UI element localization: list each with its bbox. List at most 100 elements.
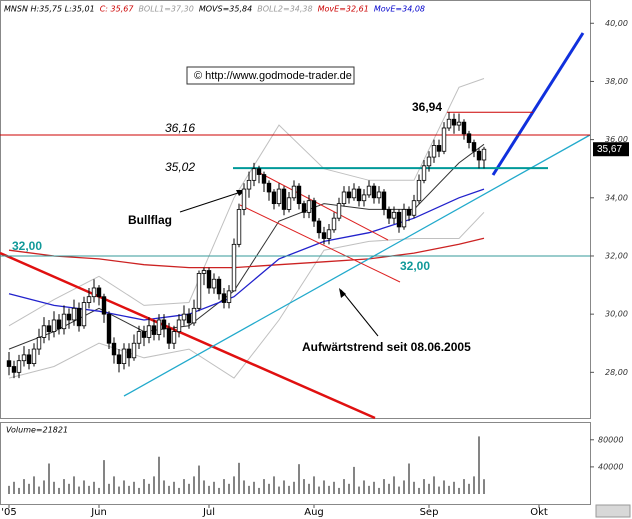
- volume-panel: [0, 422, 591, 505]
- volume-bar: [328, 485, 330, 494]
- volume-bar: [173, 481, 175, 494]
- candle-body: [381, 191, 387, 210]
- volume-bar: [108, 483, 110, 494]
- candle-body: [281, 188, 287, 210]
- candle-body: [261, 174, 267, 184]
- volume-bar: [198, 465, 200, 494]
- volume-bar: [18, 487, 20, 494]
- flag-upper-line: [257, 171, 389, 241]
- volume-bar: [168, 485, 170, 494]
- candle-body: [396, 211, 402, 228]
- header-item: C: 35,67: [100, 5, 135, 14]
- volume-bar: [123, 480, 125, 494]
- volume-bar: [383, 479, 385, 494]
- flag-lower-line: [239, 204, 401, 283]
- volume-bar: [478, 436, 480, 494]
- volume-bar: [483, 479, 485, 494]
- candle-body: [256, 168, 262, 175]
- arrow-line: [340, 289, 379, 337]
- candle-body: [211, 278, 217, 289]
- volume-bar: [428, 483, 430, 494]
- volume-bar: [468, 483, 470, 494]
- volume-bar: [398, 486, 400, 494]
- overlay-line: [8, 211, 485, 379]
- volume-bar: [373, 481, 375, 494]
- volume-bar: [88, 485, 90, 494]
- candle-body: [171, 331, 177, 344]
- candle-body: [391, 211, 397, 219]
- y-tick-label: 40,00: [605, 19, 628, 28]
- volume-bar: [363, 480, 365, 494]
- candle-body: [226, 290, 232, 303]
- volume-bar: [238, 462, 240, 494]
- level-label: 35,02: [165, 160, 195, 174]
- candle-body: [21, 354, 27, 362]
- volume-bar: [213, 481, 215, 494]
- volume-bar: [368, 485, 370, 494]
- volume-bar: [413, 481, 415, 494]
- volume-label: Volume=21821: [6, 426, 68, 435]
- candle-body: [466, 133, 472, 143]
- candle-body: [341, 191, 347, 205]
- volume-bar: [38, 486, 40, 494]
- y-tick-label: 34,00: [605, 193, 628, 202]
- copyright-box: [186, 66, 355, 85]
- x-tick-label: Okt: [530, 507, 548, 518]
- volume-bar: [343, 479, 345, 494]
- header-item: MovE=32,61: [318, 5, 369, 14]
- candle-body: [421, 165, 427, 181]
- candle-body: [366, 185, 372, 196]
- candle-body: [216, 278, 222, 295]
- candle-body: [236, 209, 242, 245]
- volume-bar: [378, 487, 380, 494]
- volume-bar: [298, 464, 300, 494]
- volume-bar: [353, 466, 355, 494]
- price-panel: [0, 0, 591, 419]
- header-item: BOLL2=34,38: [257, 5, 312, 14]
- volume-bar: [193, 476, 195, 494]
- candle-body: [176, 319, 182, 333]
- candle-body: [441, 127, 447, 152]
- candle-body: [61, 313, 67, 330]
- volume-bar: [163, 480, 165, 494]
- volume-bar: [288, 485, 290, 494]
- volume-bar: [263, 479, 265, 494]
- y-tick-label: 32,00: [605, 251, 628, 260]
- volume-bar: [283, 480, 285, 494]
- volume-tick-label: 80000: [598, 435, 623, 444]
- candle-body: [451, 118, 457, 126]
- volume-bar: [48, 463, 50, 494]
- volume-bar: [103, 460, 105, 494]
- candle-body: [106, 313, 112, 344]
- candle-body: [401, 209, 407, 228]
- candle-body: [271, 191, 277, 205]
- candle-body: [101, 296, 107, 315]
- volume-bar: [58, 487, 60, 494]
- candle-body: [41, 325, 47, 338]
- level-label: 36,94: [412, 100, 442, 114]
- volume-bar: [73, 476, 75, 494]
- volume-bar: [308, 483, 310, 494]
- x-tick-label: '05: [1, 507, 16, 518]
- volume-bar: [188, 483, 190, 494]
- candle-body: [376, 191, 382, 199]
- annotation: Aufwärtstrend seit 08.06.2005: [302, 340, 471, 354]
- candle-body: [456, 121, 462, 126]
- candle-body: [476, 150, 482, 161]
- candle-body: [126, 348, 132, 359]
- candle-body: [276, 188, 282, 205]
- volume-bar: [303, 479, 305, 494]
- candle-body: [131, 342, 137, 359]
- candle-body: [136, 331, 142, 344]
- x-tick-label: Sep: [420, 507, 439, 518]
- candle-body: [361, 194, 367, 202]
- x-tick-label: Jun: [90, 507, 107, 518]
- volume-bar: [118, 486, 120, 494]
- volume-bar: [318, 486, 320, 494]
- volume-bar: [278, 486, 280, 494]
- volume-bar: [113, 476, 115, 494]
- volume-bar: [143, 479, 145, 494]
- candle-body: [326, 229, 332, 239]
- candle-body: [351, 188, 357, 199]
